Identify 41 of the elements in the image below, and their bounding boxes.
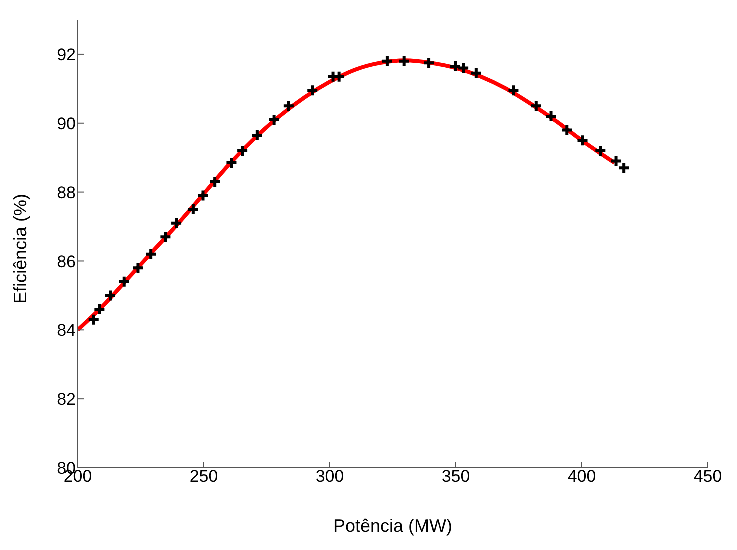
point (576, 134, 590, 148)
point (132, 262, 145, 275)
y-tick-label: 92 (57, 45, 76, 64)
y-tick-label: 90 (57, 114, 76, 134)
point (470, 66, 483, 80)
point (594, 144, 608, 158)
point (93, 302, 106, 316)
point (87, 313, 100, 326)
y-tick-label: 82 (57, 390, 76, 410)
point (250, 128, 264, 142)
point (282, 100, 296, 113)
point (104, 289, 118, 302)
point (306, 84, 320, 98)
point (530, 100, 543, 113)
point (422, 56, 436, 70)
point (544, 110, 558, 123)
y-tick-label: 86 (57, 252, 76, 272)
point (507, 84, 520, 98)
point (118, 275, 131, 288)
point (196, 189, 210, 202)
point (144, 248, 158, 261)
y-tick-label: 84 (57, 321, 76, 340)
point (236, 144, 250, 158)
point (560, 124, 574, 137)
point (332, 70, 346, 84)
point (268, 113, 281, 126)
x-tick-label: 450 (694, 467, 722, 486)
point (159, 230, 172, 244)
point (225, 156, 238, 170)
y-axis-title: Eficiência (%) (10, 194, 30, 304)
point (208, 175, 222, 188)
point (398, 54, 411, 68)
x-tick-label: 350 (442, 467, 470, 486)
x-tick-label: 400 (568, 467, 596, 486)
x-axis-title: Potência (MW) (333, 516, 453, 536)
point (186, 203, 200, 216)
point (170, 216, 184, 230)
point (380, 54, 394, 68)
x-tick-label: 250 (190, 467, 218, 486)
y-tick-label: 88 (57, 183, 76, 202)
x-tick-label: 300 (316, 467, 344, 486)
